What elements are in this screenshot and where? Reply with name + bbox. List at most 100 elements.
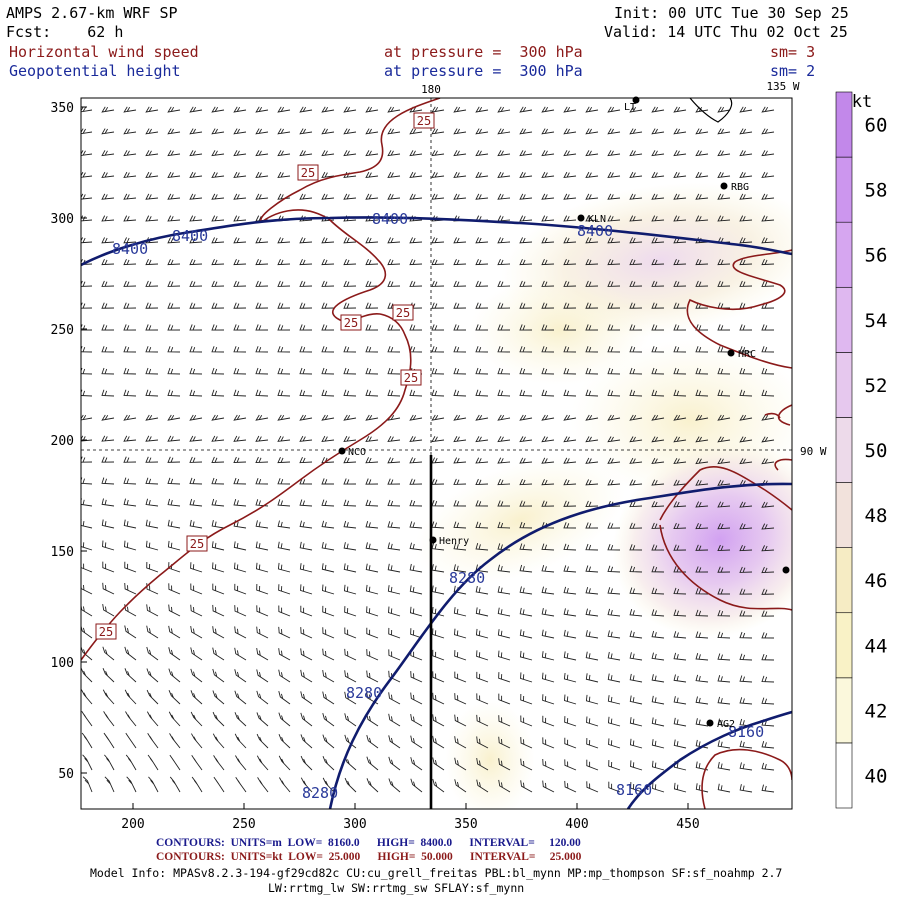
wind-barb [300, 648, 313, 661]
wind-barb [563, 346, 577, 353]
wind-barb [145, 540, 159, 551]
wind-barb [167, 519, 181, 529]
wind-barb [520, 672, 533, 683]
wind-barb [476, 693, 489, 705]
wind-barb [651, 367, 665, 375]
wind-barb [585, 436, 599, 443]
wind-barb [81, 561, 93, 573]
wind-barb [475, 436, 489, 443]
wind-barb [761, 193, 775, 200]
wind-barb [695, 479, 709, 486]
wind-barb [475, 302, 489, 309]
wind-barb [321, 150, 335, 157]
wind-barb [739, 324, 753, 331]
wind-barb [453, 324, 467, 331]
wind-barb [387, 585, 401, 595]
wind-barb [453, 193, 467, 200]
wind-barb [322, 670, 335, 683]
wind-barb [146, 561, 159, 573]
station-label: Henry [439, 536, 469, 547]
wind-barb [365, 457, 379, 464]
wind-barb [255, 367, 269, 375]
wind-barb [695, 436, 709, 443]
wind-barb [739, 588, 753, 595]
wind-barb [673, 302, 687, 309]
wind-barb [167, 346, 181, 353]
wind-barb [168, 625, 181, 639]
wind-barb [519, 237, 533, 244]
wind-barb [673, 674, 687, 683]
wind-barb [585, 367, 599, 375]
wind-barb [585, 586, 599, 595]
wind-barb [387, 563, 401, 573]
wind-barb [629, 673, 643, 683]
wind-barb [277, 150, 291, 157]
wind-barb [520, 693, 533, 705]
wind-barb [321, 258, 335, 266]
wind-barb [255, 150, 269, 157]
wind-barb [607, 302, 621, 309]
wind-barb [343, 414, 357, 421]
wind-barb [211, 435, 225, 442]
wind-barb [124, 689, 137, 705]
colorbar-swatch [835, 482, 853, 548]
x-tick-label: 250 [232, 817, 255, 832]
wind-barb [387, 258, 401, 266]
wind-barb [761, 106, 775, 113]
wind-barb [607, 522, 621, 529]
wind-barb [255, 389, 269, 397]
wind-barb [81, 456, 93, 463]
wind-barb [101, 456, 115, 463]
wind-barb [277, 562, 291, 573]
wind-barb [189, 498, 203, 507]
wind-barb [519, 457, 533, 464]
wind-barb [454, 693, 467, 705]
wind-barb [497, 500, 511, 507]
wind-barb [344, 777, 357, 793]
wind-barb [454, 714, 467, 727]
wind-barb [761, 610, 775, 617]
wind-barb [475, 521, 489, 529]
wind-barb [344, 670, 357, 683]
wind-barb [234, 626, 247, 639]
wind-barb [145, 435, 159, 442]
wind-barb [497, 302, 511, 309]
wind-barb [563, 500, 577, 507]
wind-barb [366, 734, 379, 749]
wind-barb [607, 565, 621, 573]
wind-barb [651, 215, 665, 222]
wind-barb [607, 324, 621, 331]
wind-barb [585, 630, 599, 639]
wind-barb [563, 193, 577, 200]
wind-barb [234, 562, 247, 573]
wind-barb [761, 740, 775, 749]
wind-barb [454, 650, 467, 661]
wind-barb [432, 735, 445, 749]
wind-barb [563, 651, 577, 661]
wind-barb [257, 777, 269, 793]
contour-label-25: 25 [417, 114, 431, 128]
wind-barb [103, 711, 115, 727]
wind-barb [277, 414, 291, 421]
wind-barb [146, 689, 159, 705]
wind-barb [148, 776, 159, 793]
wind-barb [123, 128, 137, 135]
wind-barb [651, 501, 665, 508]
wind-barb [673, 128, 687, 135]
wind-barb [167, 128, 181, 135]
wind-barb [651, 695, 665, 705]
wind-barb [761, 523, 775, 530]
wind-barb [541, 389, 555, 397]
wind-barb [630, 782, 643, 793]
wind-barb [629, 717, 643, 727]
wind-barb [431, 150, 445, 157]
wind-barb [673, 457, 687, 465]
wind-barb [541, 629, 555, 639]
wind-barb [475, 457, 489, 464]
footer-high: HIGH= 8400.0 [376, 837, 453, 849]
wind-barb [761, 632, 775, 639]
station-hrc: HRC [727, 349, 756, 360]
wind-barb [388, 649, 401, 661]
station-label: NCO [348, 447, 366, 458]
wind-barb [497, 150, 511, 157]
